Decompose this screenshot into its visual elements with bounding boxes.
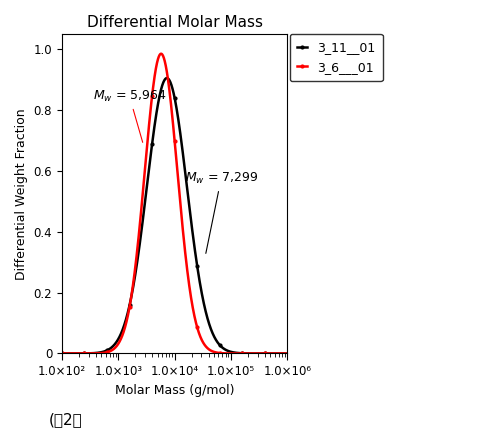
3_11__01	[98, 350, 104, 355]
Y-axis label: Differential Weight Fraction: Differential Weight Fraction	[15, 108, 28, 280]
3_11__01	[164, 76, 170, 81]
3_11__01	[284, 351, 290, 356]
3_11__01	[280, 351, 286, 356]
3_11__01	[85, 351, 91, 356]
3_6___01	[280, 351, 286, 356]
3_6___01	[59, 351, 65, 356]
Text: $M_w$ = 7,299: $M_w$ = 7,299	[185, 171, 258, 254]
3_6___01	[98, 350, 104, 356]
Legend: 3_11__01, 3_6___01: 3_11__01, 3_6___01	[290, 34, 383, 81]
3_6___01	[146, 130, 151, 135]
Line: 3_6___01: 3_6___01	[59, 51, 290, 356]
3_6___01	[284, 351, 290, 356]
Line: 3_11__01: 3_11__01	[59, 76, 290, 356]
Text: (図2）: (図2）	[49, 412, 82, 427]
3_11__01	[155, 101, 161, 106]
X-axis label: Molar Mass (g/mol): Molar Mass (g/mol)	[115, 384, 234, 397]
3_6___01	[155, 56, 161, 61]
3_11__01	[59, 351, 65, 356]
3_6___01	[158, 51, 164, 56]
Title: Differential Molar Mass: Differential Molar Mass	[87, 15, 262, 30]
3_11__01	[146, 172, 151, 177]
3_6___01	[85, 351, 91, 356]
Text: $M_w$ = 5,964: $M_w$ = 5,964	[93, 89, 167, 142]
3_11__01	[256, 351, 262, 356]
3_6___01	[256, 351, 262, 356]
